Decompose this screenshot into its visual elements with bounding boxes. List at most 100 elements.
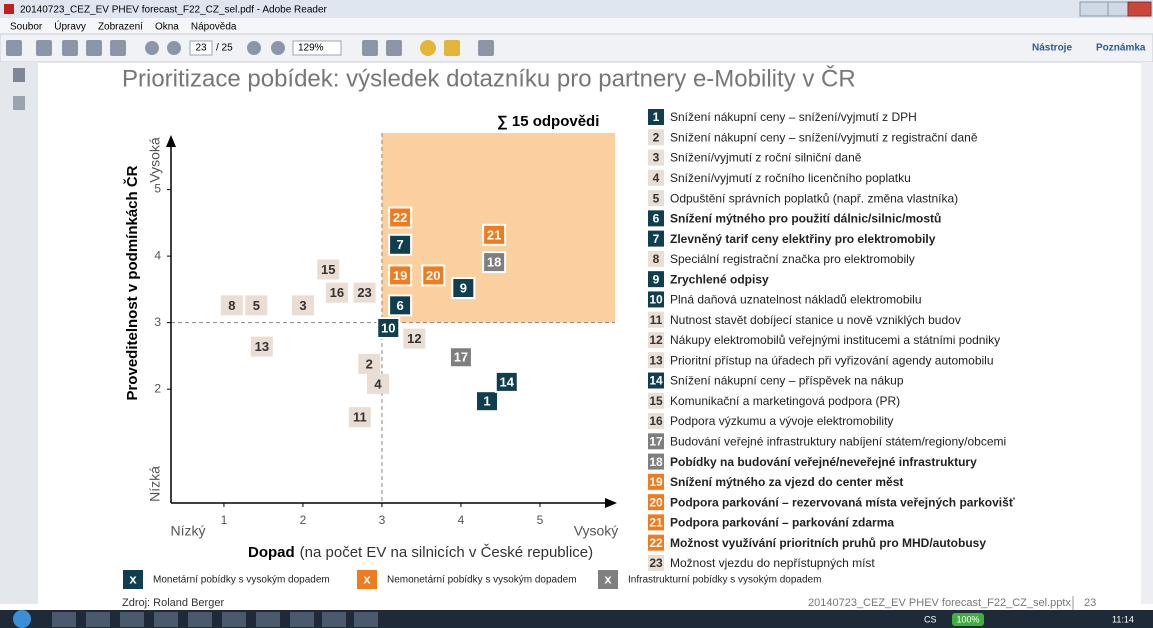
point-label: 18 <box>487 255 501 270</box>
tool-icon[interactable] <box>86 40 102 56</box>
legend-swatch <box>598 570 618 589</box>
attachments-icon[interactable] <box>13 96 25 110</box>
tool-icon[interactable] <box>36 40 52 56</box>
taskbar-app[interactable] <box>52 612 76 627</box>
item-label: 23 <box>649 556 663 570</box>
point-label: 5 <box>253 298 260 313</box>
toolbar-icons <box>6 40 494 56</box>
point-box <box>494 370 519 393</box>
item-text: Snížení nákupní ceny – příspěvek na náku… <box>670 374 904 388</box>
expand-icon[interactable] <box>478 40 494 56</box>
item-text: Snížení/vyjmutí z ročního licenčního pop… <box>670 171 911 185</box>
point-box <box>353 282 376 303</box>
tool-icon[interactable] <box>6 40 22 56</box>
pages-icon[interactable] <box>13 68 25 82</box>
point-label: 11 <box>353 410 367 425</box>
page-input[interactable] <box>189 40 213 56</box>
item-label: 17 <box>649 434 663 448</box>
item-label: 1 <box>653 110 660 124</box>
item-text: Budování veřejné infrastruktury nabíjení… <box>670 434 1006 448</box>
point-box <box>388 264 413 287</box>
taskbar-app[interactable] <box>354 612 378 627</box>
y-axis-label: Proveditelnost v podmínkách ČR <box>123 165 141 400</box>
taskbar-app[interactable] <box>256 612 280 627</box>
item-text: Snížení mýtného za vjezd do center měst <box>670 475 903 489</box>
item-text: Nákupy elektromobilů veřejnými instituce… <box>670 333 1000 347</box>
tools-button[interactable]: Nástroje <box>1032 43 1072 54</box>
comment-icon[interactable] <box>420 40 436 56</box>
menu: Soubor Úpravy Zobrazení Okna Nápověda <box>10 20 237 33</box>
prev-page[interactable] <box>145 41 159 55</box>
item-label: 22 <box>649 536 663 550</box>
point-box <box>325 282 348 303</box>
point-label: 12 <box>407 331 421 346</box>
battery-badge[interactable] <box>952 613 984 626</box>
item-text: Speciální registrační značka pro elektro… <box>670 252 915 266</box>
menu-item[interactable]: Okna <box>155 22 179 33</box>
tool-icon[interactable] <box>62 40 78 56</box>
legend-symbol: x <box>604 571 612 586</box>
legend-label: Nemonetární pobídky s vysokým dopadem <box>387 575 577 586</box>
point-label: 15 <box>321 262 335 277</box>
slide-number: 23 <box>1084 597 1096 609</box>
annotation: ∑ 15 odpovědi <box>497 113 599 130</box>
point-box <box>388 206 413 229</box>
language[interactable]: CS <box>924 614 937 624</box>
app-icon <box>4 4 14 14</box>
tool-icon[interactable] <box>386 40 402 56</box>
item-text: Podpora parkování – parkování zdarma <box>670 516 894 530</box>
taskbar-app[interactable] <box>120 612 144 627</box>
zoom-in[interactable] <box>271 41 285 55</box>
point-label: 22 <box>393 210 407 225</box>
point-label: 17 <box>454 350 468 365</box>
item-label: 11 <box>650 313 663 327</box>
comment-button[interactable]: Poznámka <box>1096 43 1146 54</box>
taskbar-app[interactable] <box>222 612 246 627</box>
close-button[interactable] <box>1127 1 1152 17</box>
x-tick-label: 2 <box>300 513 307 527</box>
zoom-value: 129% <box>298 43 324 54</box>
minimize-button[interactable] <box>1079 1 1109 17</box>
item-box <box>648 453 664 470</box>
item-label: 4 <box>653 171 660 185</box>
taskbar-app[interactable] <box>290 612 314 627</box>
taskbar-app[interactable] <box>188 612 212 627</box>
taskbar-app[interactable] <box>86 612 110 627</box>
item-text: Zlevněný tarif ceny elektřiny pro elektr… <box>670 232 936 246</box>
tool-icon[interactable] <box>110 40 126 56</box>
item-label: 20 <box>649 495 663 509</box>
item-box <box>648 291 664 308</box>
page-number: 23 <box>195 43 207 54</box>
zoom-input[interactable] <box>292 40 342 56</box>
taskbar-app[interactable] <box>322 612 346 627</box>
point-box <box>421 264 446 287</box>
zoom-out[interactable] <box>247 41 261 55</box>
point-box <box>388 294 413 317</box>
item-box <box>648 331 664 348</box>
point-label: 8 <box>228 298 235 313</box>
highlight-icon[interactable] <box>444 40 460 56</box>
clock[interactable]: 11:14 <box>1112 614 1134 624</box>
start-button[interactable] <box>13 610 31 628</box>
maximize-button[interactable] <box>1107 1 1129 17</box>
y-tick-label: 4 <box>154 248 161 262</box>
point-box <box>376 316 401 339</box>
item-box <box>648 433 664 450</box>
point-label: 14 <box>500 374 515 389</box>
item-text: Zrychlené odpisy <box>670 272 769 286</box>
point-label: 3 <box>299 298 306 313</box>
item-label: 15 <box>649 394 663 408</box>
scrollbar[interactable] <box>1141 62 1153 604</box>
point-box <box>403 328 426 349</box>
menu-item[interactable]: Zobrazení <box>98 22 143 33</box>
taskbar-app[interactable] <box>154 612 178 627</box>
item-text: Snížení nákupní ceny – snížení/vyjmutí z… <box>670 130 978 144</box>
tool-icon[interactable] <box>362 40 378 56</box>
menu-item[interactable]: Nápověda <box>191 22 237 33</box>
point-box <box>358 353 381 374</box>
point-box <box>250 336 273 357</box>
menu-item[interactable]: Soubor <box>10 22 43 33</box>
menu-item[interactable]: Úpravy <box>54 20 86 33</box>
next-page[interactable] <box>167 41 181 55</box>
slide-source: Zdroj: Roland Berger <box>122 597 224 609</box>
